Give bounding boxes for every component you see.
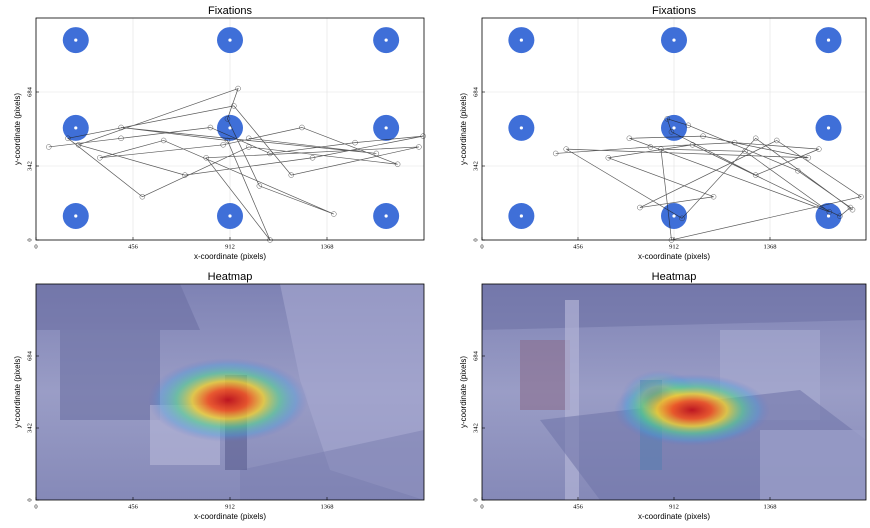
figure: Fixations 0 456 912 1368 0 342 684 x-coordinate … <box>0 0 870 528</box>
y-axis-label: y-coordinate (pixels) <box>13 93 22 165</box>
y-tick-label: 0 <box>472 238 479 241</box>
target-center <box>228 38 231 41</box>
page: Fixations 0 456 912 1368 0 342 684 x-coordinate … <box>0 0 870 528</box>
target-center <box>827 38 830 41</box>
target-center <box>520 38 523 41</box>
x-tick-label: 1368 <box>764 243 777 250</box>
y-tick-label: 684 <box>472 350 479 361</box>
x-tick-label: 912 <box>225 243 235 250</box>
x-tick-label: 912 <box>669 243 679 250</box>
x-tick-label: 456 <box>573 243 584 250</box>
chart-title: Fixations <box>208 5 253 17</box>
x-tick-label: 0 <box>34 503 37 510</box>
x-tick-label: 912 <box>225 503 235 510</box>
target-center <box>672 126 675 129</box>
y-tick-label: 0 <box>26 498 33 501</box>
y-tick-label: 684 <box>26 86 33 97</box>
target-center <box>74 126 77 129</box>
target-center <box>385 126 388 129</box>
y-axis-label: y-coordinate (pixels) <box>459 93 468 165</box>
x-tick-label: 912 <box>669 503 679 510</box>
target-center <box>520 214 523 217</box>
x-axis-label: x-coordinate (pixels) <box>638 512 710 521</box>
y-tick-label: 0 <box>472 498 479 501</box>
target-center <box>74 38 77 41</box>
y-tick-label: 342 <box>472 161 479 171</box>
chart-title: Heatmap <box>208 271 253 283</box>
y-tick-label: 684 <box>26 350 33 361</box>
x-tick-label: 0 <box>480 243 483 250</box>
y-tick-label: 684 <box>472 86 479 97</box>
x-tick-label: 456 <box>573 503 584 510</box>
heatmap-background <box>482 284 866 500</box>
y-tick-label: 342 <box>472 423 479 433</box>
x-tick-label: 0 <box>480 503 483 510</box>
y-tick-label: 0 <box>26 238 33 241</box>
target-center <box>228 214 231 217</box>
x-tick-label: 456 <box>128 503 139 510</box>
chart-title: Heatmap <box>652 271 697 283</box>
y-axis-label: y-coordinate (pixels) <box>459 356 468 428</box>
x-axis-label: x-coordinate (pixels) <box>194 252 266 261</box>
x-tick-label: 1368 <box>321 243 334 250</box>
y-axis-label: y-coordinate (pixels) <box>13 356 22 428</box>
target-center <box>74 214 77 217</box>
heatmap-background <box>36 284 424 500</box>
scanpath <box>556 119 861 240</box>
x-tick-label: 456 <box>128 243 139 250</box>
target-center <box>827 214 830 217</box>
target-center <box>385 38 388 41</box>
x-tick-label: 1368 <box>764 503 777 510</box>
x-axis-label: x-coordinate (pixels) <box>638 252 710 261</box>
target-center <box>672 214 675 217</box>
x-tick-label: 1368 <box>321 503 334 510</box>
y-tick-label: 342 <box>26 161 33 171</box>
target-center <box>672 38 675 41</box>
x-tick-label: 0 <box>34 243 37 250</box>
x-axis-label: x-coordinate (pixels) <box>194 512 266 521</box>
target-center <box>827 126 830 129</box>
y-tick-label: 342 <box>26 423 33 433</box>
target-center <box>520 126 523 129</box>
target-center <box>385 214 388 217</box>
chart-title: Fixations <box>652 5 697 17</box>
